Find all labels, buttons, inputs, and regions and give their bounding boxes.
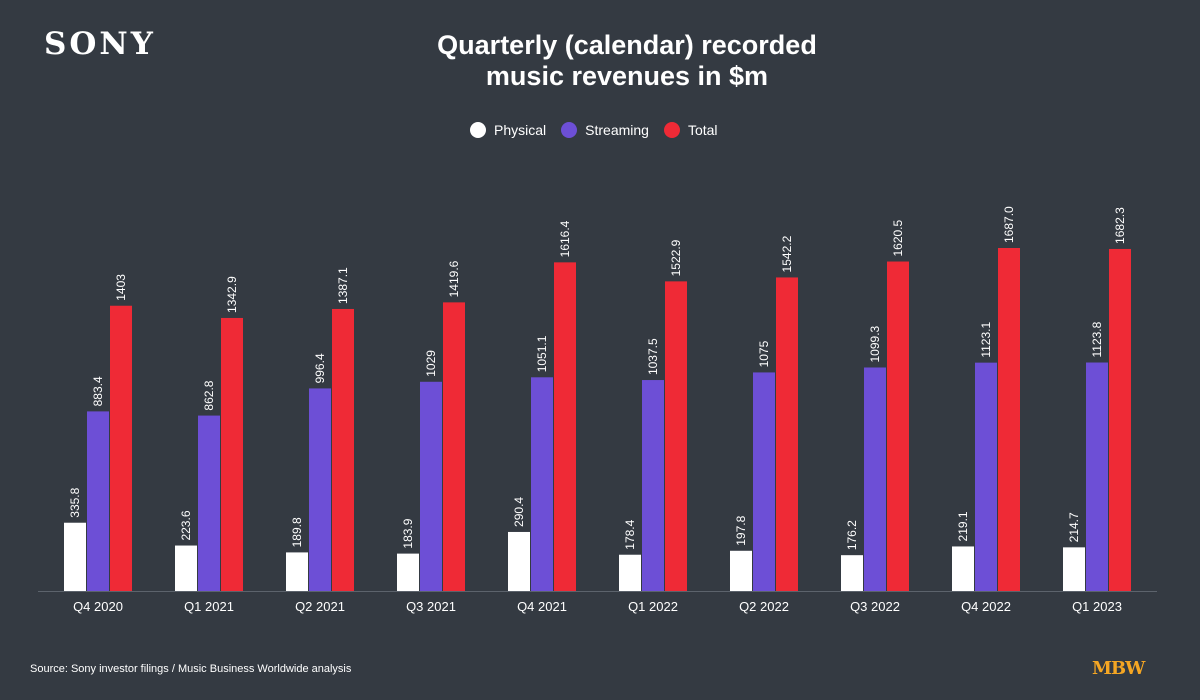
legend-dot-physical — [470, 122, 486, 138]
value-label-total-4: 1616.4 — [558, 220, 572, 257]
bar-total-6 — [776, 277, 798, 591]
value-label-total-9: 1682.3 — [1113, 207, 1127, 244]
bar-streaming-8 — [975, 362, 997, 591]
bar-streaming-0 — [87, 411, 109, 591]
value-label-streaming-8: 1123.1 — [979, 322, 993, 358]
bar-streaming-4 — [531, 377, 553, 591]
value-label-total-6: 1542.2 — [780, 235, 794, 272]
bar-streaming-2 — [309, 388, 331, 591]
value-label-streaming-4: 1051.1 — [535, 335, 549, 372]
bar-total-0 — [110, 305, 132, 591]
x-tick-label-9: Q1 2023 — [1072, 599, 1122, 614]
value-label-streaming-7: 1099.3 — [868, 325, 882, 362]
value-label-physical-0: 335.8 — [68, 487, 82, 517]
value-label-physical-3: 183.9 — [401, 518, 415, 548]
legend-label-physical: Physical — [494, 122, 547, 138]
legend-label-total: Total — [687, 122, 718, 138]
bar-physical-6 — [730, 550, 752, 591]
legend-item-streaming: Streaming — [561, 122, 649, 138]
value-label-total-1: 1342.9 — [225, 276, 239, 313]
legend-item-physical: Physical — [470, 122, 546, 138]
legend-item-total: Total — [663, 122, 718, 138]
bar-physical-1 — [175, 545, 197, 591]
x-tick-label-8: Q4 2022 — [961, 599, 1011, 614]
bar-physical-5 — [619, 554, 641, 591]
value-label-physical-1: 223.6 — [179, 510, 193, 540]
value-label-physical-2: 189.8 — [290, 517, 304, 547]
value-label-physical-6: 197.8 — [734, 515, 748, 545]
value-label-total-8: 1687.0 — [1002, 206, 1016, 243]
x-tick-label-2: Q2 2021 — [295, 599, 345, 614]
mbw-logo: MBW — [1092, 658, 1145, 679]
x-tick-label-7: Q3 2022 — [850, 599, 900, 614]
legend-dot-total — [663, 122, 680, 138]
bar-total-3 — [443, 302, 465, 591]
bar-total-9 — [1109, 248, 1131, 591]
bar-streaming-9 — [1086, 362, 1108, 591]
bar-physical-9 — [1063, 547, 1085, 591]
value-label-total-2: 1387.1 — [336, 267, 350, 304]
bar-total-4 — [554, 262, 576, 591]
value-label-streaming-9: 1123.8 — [1090, 321, 1104, 357]
x-tick-label-1: Q1 2021 — [184, 599, 234, 614]
bar-total-1 — [221, 317, 243, 591]
bar-streaming-3 — [420, 381, 442, 591]
value-label-streaming-5: 1037.5 — [646, 338, 660, 375]
bar-physical-7 — [841, 555, 863, 591]
value-label-total-7: 1620.5 — [891, 219, 905, 256]
value-label-streaming-2: 996.4 — [313, 353, 327, 383]
sony-logo: SONY — [44, 26, 156, 62]
value-label-total-5: 1522.9 — [669, 239, 683, 276]
title-line-1: Quarterly (calendar) recorded — [437, 30, 817, 60]
x-tick-label-6: Q2 2022 — [739, 599, 789, 614]
bar-physical-4 — [508, 531, 530, 591]
value-label-physical-7: 176.2 — [845, 520, 859, 550]
value-label-physical-8: 219.1 — [956, 511, 970, 541]
value-label-streaming-1: 862.8 — [202, 380, 216, 410]
x-tick-label-0: Q4 2020 — [73, 599, 123, 614]
chart-title: Quarterly (calendar) recorded music reve… — [0, 30, 1200, 92]
legend-dot-streaming — [561, 122, 578, 138]
value-label-streaming-3: 1029 — [424, 350, 438, 377]
chart-legend: Physical Streaming Total — [470, 122, 733, 138]
bar-total-2 — [332, 308, 354, 591]
bar-physical-3 — [397, 553, 419, 591]
bar-streaming-1 — [198, 415, 220, 591]
bar-physical-2 — [286, 552, 308, 591]
x-tick-label-4: Q4 2021 — [517, 599, 567, 614]
value-label-total-3: 1419.6 — [447, 260, 461, 297]
value-label-streaming-0: 883.4 — [91, 376, 105, 406]
bar-total-8 — [998, 248, 1020, 591]
bar-total-7 — [887, 261, 909, 591]
value-label-physical-5: 178.4 — [623, 519, 637, 549]
bar-physical-8 — [952, 546, 974, 591]
x-tick-label-3: Q3 2021 — [406, 599, 456, 614]
x-tick-label-5: Q1 2022 — [628, 599, 678, 614]
bar-physical-0 — [64, 522, 86, 591]
value-label-total-0: 1403 — [114, 274, 128, 301]
legend-label-streaming: Streaming — [585, 122, 649, 138]
value-label-streaming-6: 1075 — [757, 340, 771, 367]
bar-total-5 — [665, 281, 687, 591]
value-label-physical-4: 290.4 — [512, 497, 526, 527]
source-note: Source: Sony investor filings / Music Bu… — [30, 663, 352, 675]
bar-streaming-6 — [753, 372, 775, 591]
title-line-2: music revenues in $m — [485, 61, 769, 91]
bar-streaming-7 — [864, 367, 886, 591]
bar-streaming-5 — [642, 380, 664, 591]
value-label-physical-9: 214.7 — [1067, 512, 1081, 542]
